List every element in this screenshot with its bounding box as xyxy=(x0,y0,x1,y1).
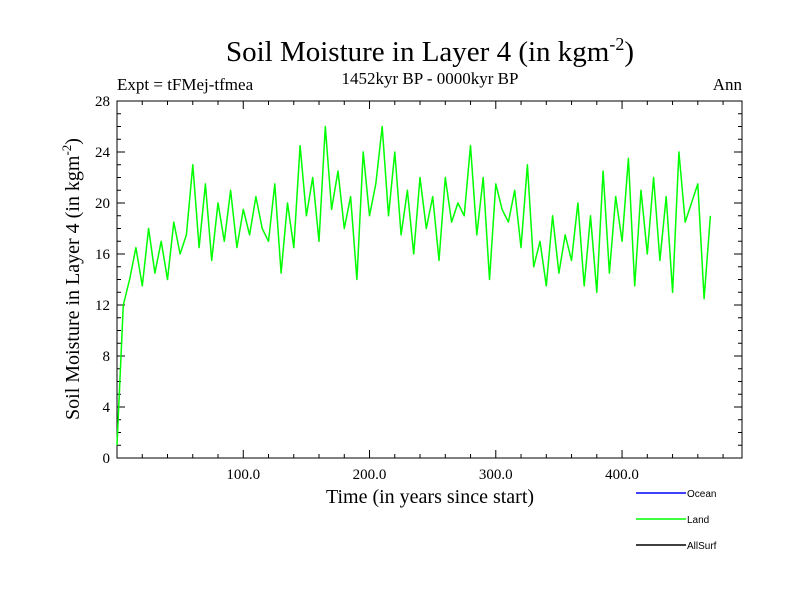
y-tick-label: 12 xyxy=(95,298,110,314)
y-tick-label: 16 xyxy=(95,247,111,263)
x-tick-label: 300.0 xyxy=(479,467,513,483)
y-axis-title: Soil Moisture in Layer 4 (in kgm-2) xyxy=(59,138,84,420)
x-tick-label: 200.0 xyxy=(353,467,387,483)
plot-frame xyxy=(116,100,743,459)
x-axis: 100.0 200.0 300.0 400.0 xyxy=(141,101,724,483)
legend-label-land: Land xyxy=(687,515,709,526)
legend-label-ocean: Ocean xyxy=(687,489,716,500)
chart-subtitle: 1452kyr BP - 0000kyr BP xyxy=(342,69,519,88)
experiment-label: Expt = tFMej-tfmea xyxy=(117,75,254,94)
y-tick-label: 8 xyxy=(103,349,111,365)
y-tick-label: 28 xyxy=(95,94,110,110)
y-tick-label: 4 xyxy=(103,400,111,416)
series-line-land xyxy=(116,125,712,446)
x-axis-title: Time (in years since start) xyxy=(326,486,534,508)
y-tick-label: 24 xyxy=(95,145,111,161)
x-tick-label: 100.0 xyxy=(226,467,260,483)
y-tick-label: 20 xyxy=(95,196,110,212)
season-label: Ann xyxy=(713,75,743,94)
y-tick-label: 0 xyxy=(103,451,111,467)
x-tick-label: 400.0 xyxy=(605,467,639,483)
legend: Ocean Land AllSurf xyxy=(636,489,717,552)
chart-title: Soil Moisture in Layer 4 (in kgm-2) xyxy=(226,34,634,68)
y-axis: 0 4 8 12 16 20 24 28 xyxy=(95,94,742,467)
legend-label-allsurf: AllSurf xyxy=(687,541,717,552)
